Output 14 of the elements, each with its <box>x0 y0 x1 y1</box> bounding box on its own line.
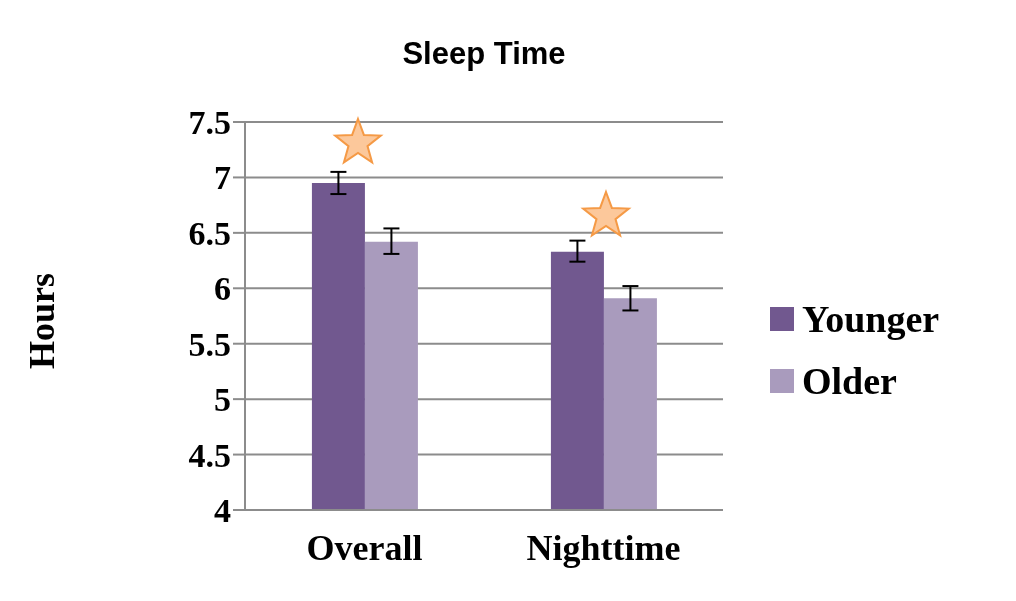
y-tick-label: 7.5 <box>188 104 231 142</box>
y-tick-label: 5.5 <box>188 325 231 363</box>
y-tick-label: 5 <box>214 381 231 419</box>
y-tick-label: 6 <box>214 270 231 308</box>
x-tick-label: Overall <box>306 527 423 568</box>
legend-label: Older <box>802 359 897 403</box>
y-tick-label: 4.5 <box>188 436 231 474</box>
y-tick-label: 4 <box>214 492 231 530</box>
legend-label: Younger <box>802 297 940 341</box>
y-tick-label: 7 <box>214 159 231 197</box>
y-tick-label: 6.5 <box>188 214 231 252</box>
chart-title: Sleep Time <box>401 36 567 72</box>
y-axis-title: Hours <box>21 272 63 371</box>
x-tick-label: Nighttime <box>526 527 681 568</box>
